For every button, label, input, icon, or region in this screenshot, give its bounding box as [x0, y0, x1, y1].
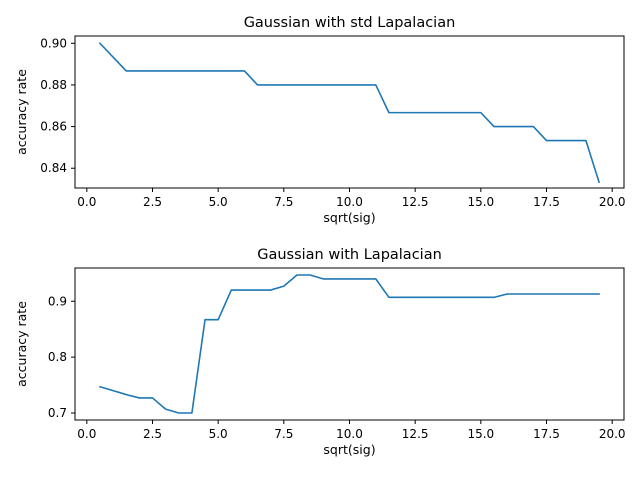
x-axis-label: sqrt(sig): [323, 210, 375, 225]
x-tick-label: 7.5: [274, 427, 293, 441]
x-tick-label: 2.5: [143, 427, 162, 441]
plot-frame: [74, 267, 625, 421]
x-tick-label: 10.0: [336, 195, 363, 209]
x-tick-label: 5.0: [209, 195, 228, 209]
y-tick-label: 0.84: [40, 161, 67, 175]
x-tick-label: 12.5: [402, 427, 429, 441]
chart-bottom: 0.0 2.5 5.0 7.5 10.0 12.5 15.0 17.5 20.0 0.7 0.8 0.…: [14, 247, 626, 457]
x-tick-label: 17.5: [533, 427, 560, 441]
x-tick-label: 15.0: [467, 427, 494, 441]
chart-top: 0.0 2.5 5.0 7.5 10.0 12.5 15.0 17.5 20.0 0.84 0.86…: [14, 15, 626, 225]
chart-title: Gaussian with std Lapalacian: [244, 15, 456, 31]
x-tick-label: 5.0: [209, 427, 228, 441]
x-tick-label: 20.0: [599, 427, 626, 441]
x-tick-label: 12.5: [402, 195, 429, 209]
y-tick-label: 0.88: [40, 78, 67, 92]
series-line: [98, 274, 600, 414]
x-tick-label: 10.0: [336, 427, 363, 441]
chart-title: Gaussian with Lapalacian: [257, 247, 442, 263]
x-tick-label: 17.5: [533, 195, 560, 209]
series-line: [98, 42, 601, 184]
y-tick-label: 0.7: [48, 406, 67, 420]
x-tick-label: 2.5: [143, 195, 162, 209]
y-tick-label: 0.8: [48, 350, 67, 364]
y-tick-label: 0.90: [40, 36, 67, 50]
x-tick-label: 15.0: [467, 195, 494, 209]
y-axis-label: accuracy rate: [14, 301, 29, 387]
plot-frame: [74, 35, 625, 189]
x-tick-label: 20.0: [599, 195, 626, 209]
x-tick-label: 0.0: [77, 427, 96, 441]
y-axis-label: accuracy rate: [14, 69, 29, 155]
x-tick-label: 0.0: [77, 195, 96, 209]
x-tick-label: 7.5: [274, 195, 293, 209]
y-tick-label: 0.86: [40, 120, 67, 134]
x-axis-label: sqrt(sig): [323, 442, 375, 457]
y-tick-label: 0.9: [48, 294, 67, 308]
